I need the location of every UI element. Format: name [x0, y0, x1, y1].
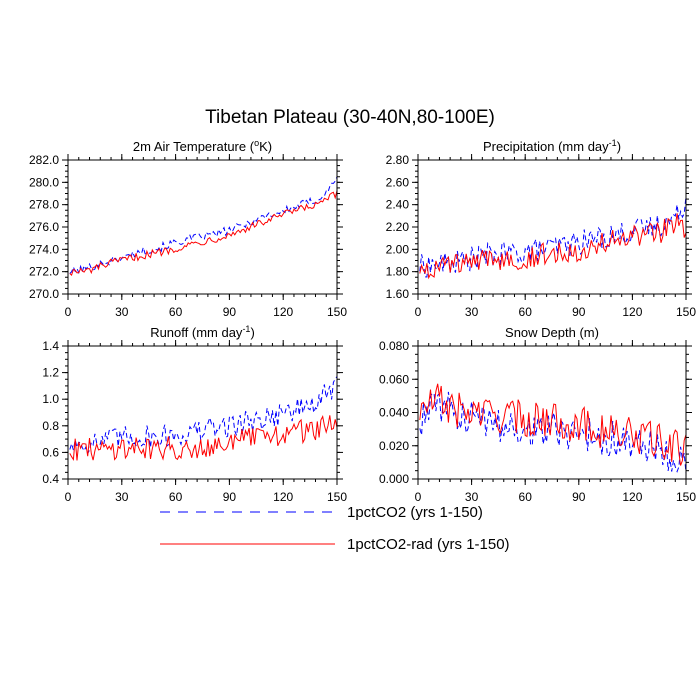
y-tick-label: 274.0	[29, 242, 59, 256]
plot-frame	[67, 159, 338, 295]
series-line-1pctco2-rad	[69, 414, 337, 462]
x-tick-label: 90	[572, 490, 586, 504]
y-tick-label: 2.80	[386, 153, 410, 167]
x-tick-label: 150	[676, 305, 696, 319]
legend: 1pctCO2 (yrs 1-150) 1pctCO2-rad (yrs 1-1…	[160, 504, 510, 553]
y-tick-label: 282.0	[29, 153, 59, 167]
series-line-1pctco2	[419, 391, 686, 474]
panel-title: Precipitation (mm day-1)	[483, 138, 621, 154]
x-tick-label: 0	[65, 305, 72, 319]
panel-precipitation: Precipitation (mm day-1) 0 30 60 90 120 150 1.6…	[386, 138, 697, 319]
y-tick-label: 1.80	[386, 265, 410, 279]
series-line-1pctco2-rad	[419, 383, 686, 466]
y-tick-label: 0.060	[379, 372, 409, 386]
y-tick-label: 2.20	[386, 220, 410, 234]
y-tick-label: 1.2	[42, 366, 59, 380]
y-tick-label: 1.60	[386, 287, 410, 301]
x-tick-label: 30	[465, 305, 479, 319]
y-tick-label: 2.60	[386, 175, 410, 189]
x-tick-label: 60	[519, 490, 533, 504]
x-tick-label: 90	[572, 305, 586, 319]
y-tick-label: 270.0	[29, 287, 59, 301]
y-tick-label: 0.080	[379, 339, 409, 353]
panel-runoff: Runoff (mm day-1) 0 30 60 90 120 150 0.4 0.6 0.8 1…	[42, 324, 347, 504]
x-tick-label: 150	[327, 305, 347, 319]
x-tick-label: 30	[115, 490, 129, 504]
y-tick-label: 0.000	[379, 472, 409, 486]
y-tick-label: 2.00	[386, 242, 410, 256]
y-tick-label: 272.0	[29, 265, 59, 279]
legend-label-1pctco2: 1pctCO2 (yrs 1-150)	[347, 504, 483, 521]
x-tick-label: 60	[519, 305, 533, 319]
figure-title: Tibetan Plateau (30-40N,80-100E)	[205, 107, 495, 128]
y-tick-label: 276.0	[29, 220, 59, 234]
y-tick-label: 1.4	[42, 339, 59, 353]
y-tick-label: 0.4	[42, 472, 59, 486]
panel-title: Runoff (mm day-1)	[150, 324, 255, 340]
y-tick-label: 1.0	[42, 392, 59, 406]
y-tick-label: 278.0	[29, 198, 59, 212]
y-tick-label: 0.8	[42, 419, 59, 433]
panel-title: Snow Depth (m)	[505, 325, 599, 340]
x-tick-label: 60	[169, 305, 183, 319]
x-tick-label: 120	[622, 490, 642, 504]
y-tick-label: 0.6	[42, 445, 59, 459]
x-tick-label: 150	[327, 490, 347, 504]
series-line-1pctco2-rad	[419, 213, 686, 280]
series-line-1pctco2	[69, 376, 337, 455]
panel-title: 2m Air Temperature (oK)	[133, 138, 272, 154]
x-tick-label: 60	[169, 490, 183, 504]
series-line-1pctco2-rad	[69, 190, 337, 276]
panel-air-temperature: 2m Air Temperature (oK) 0 30 60 90 120 150 270.…	[29, 138, 347, 319]
y-tick-label: 2.40	[386, 198, 410, 212]
series-line-1pctco2	[69, 176, 337, 275]
legend-label-1pctco2-rad: 1pctCO2-rad (yrs 1-150)	[347, 536, 510, 553]
y-tick-label: 0.040	[379, 406, 409, 420]
series-line-1pctco2	[419, 196, 686, 278]
x-tick-label: 120	[622, 305, 642, 319]
x-tick-label: 0	[415, 490, 422, 504]
x-tick-label: 30	[465, 490, 479, 504]
x-tick-label: 30	[115, 305, 129, 319]
x-tick-label: 120	[273, 490, 293, 504]
panel-snow-depth: Snow Depth (m) 0 30 60 90 120 150 0.000 0.020 0.0…	[379, 325, 696, 504]
x-tick-label: 0	[415, 305, 422, 319]
plot-frame	[67, 345, 338, 480]
y-tick-label: 0.020	[379, 439, 409, 453]
x-tick-label: 0	[65, 490, 72, 504]
x-tick-label: 150	[676, 490, 696, 504]
x-tick-label: 120	[273, 305, 293, 319]
y-tick-label: 280.0	[29, 175, 59, 189]
x-tick-label: 90	[223, 305, 237, 319]
x-tick-label: 90	[223, 490, 237, 504]
